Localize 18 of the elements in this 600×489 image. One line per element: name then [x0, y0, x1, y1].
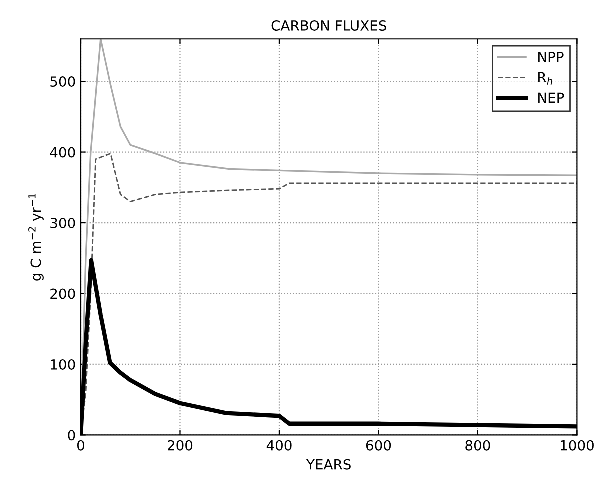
x-tick-label: 0 [77, 440, 84, 451]
y-tick-label: 400 [50, 147, 76, 158]
x-tick-label: 600 [366, 440, 392, 451]
y-tick-label: 500 [50, 76, 76, 88]
legend-label: R$_{h}$ [538, 72, 552, 85]
x-axis-title: YEARS [306, 459, 351, 470]
x-tick-label: 1000 [561, 440, 594, 451]
chart-title: CARBON FLUXES [272, 20, 386, 31]
y-tick-label: 200 [50, 288, 76, 300]
legend-label: NPP [538, 52, 564, 62]
legend-label: NEP [538, 92, 564, 103]
y-tick-label: 300 [50, 218, 76, 228]
y-axis-title: g C m$^{−2}$ yr$^{−1}$ [28, 194, 44, 281]
x-tick-label: 400 [266, 440, 292, 451]
x-tick-label: 200 [168, 440, 193, 451]
y-tick-label: 100 [51, 359, 76, 370]
y-tick-label: 0 [68, 430, 76, 441]
x-tick-label: 800 [466, 440, 490, 451]
